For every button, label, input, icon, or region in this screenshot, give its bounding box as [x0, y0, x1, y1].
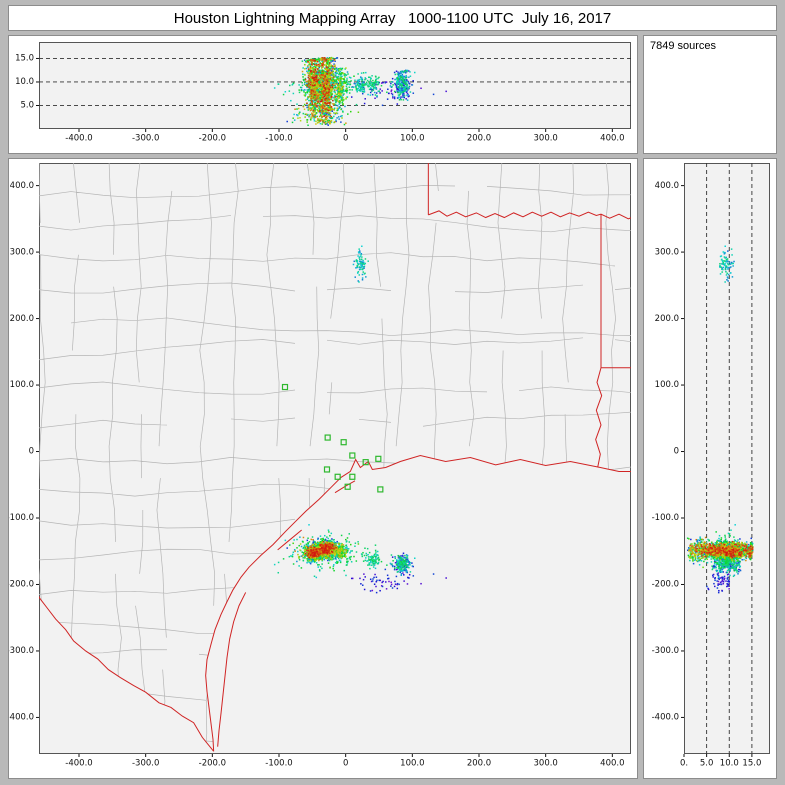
sources-panel: 7849 sources: [643, 35, 777, 154]
sources-count: 7849 sources: [650, 40, 717, 52]
plan-view-panel: [8, 158, 638, 779]
altitude-ns-panel: [643, 158, 777, 779]
altitude-ew-canvas[interactable]: [9, 36, 637, 153]
title-bar: Houston Lightning Mapping Array 1000-110…: [8, 5, 777, 31]
altitude-ns-canvas[interactable]: [644, 159, 776, 778]
page-title: Houston Lightning Mapping Array 1000-110…: [173, 9, 612, 27]
altitude-ew-panel: [8, 35, 638, 154]
plan-view-canvas[interactable]: [9, 159, 637, 778]
